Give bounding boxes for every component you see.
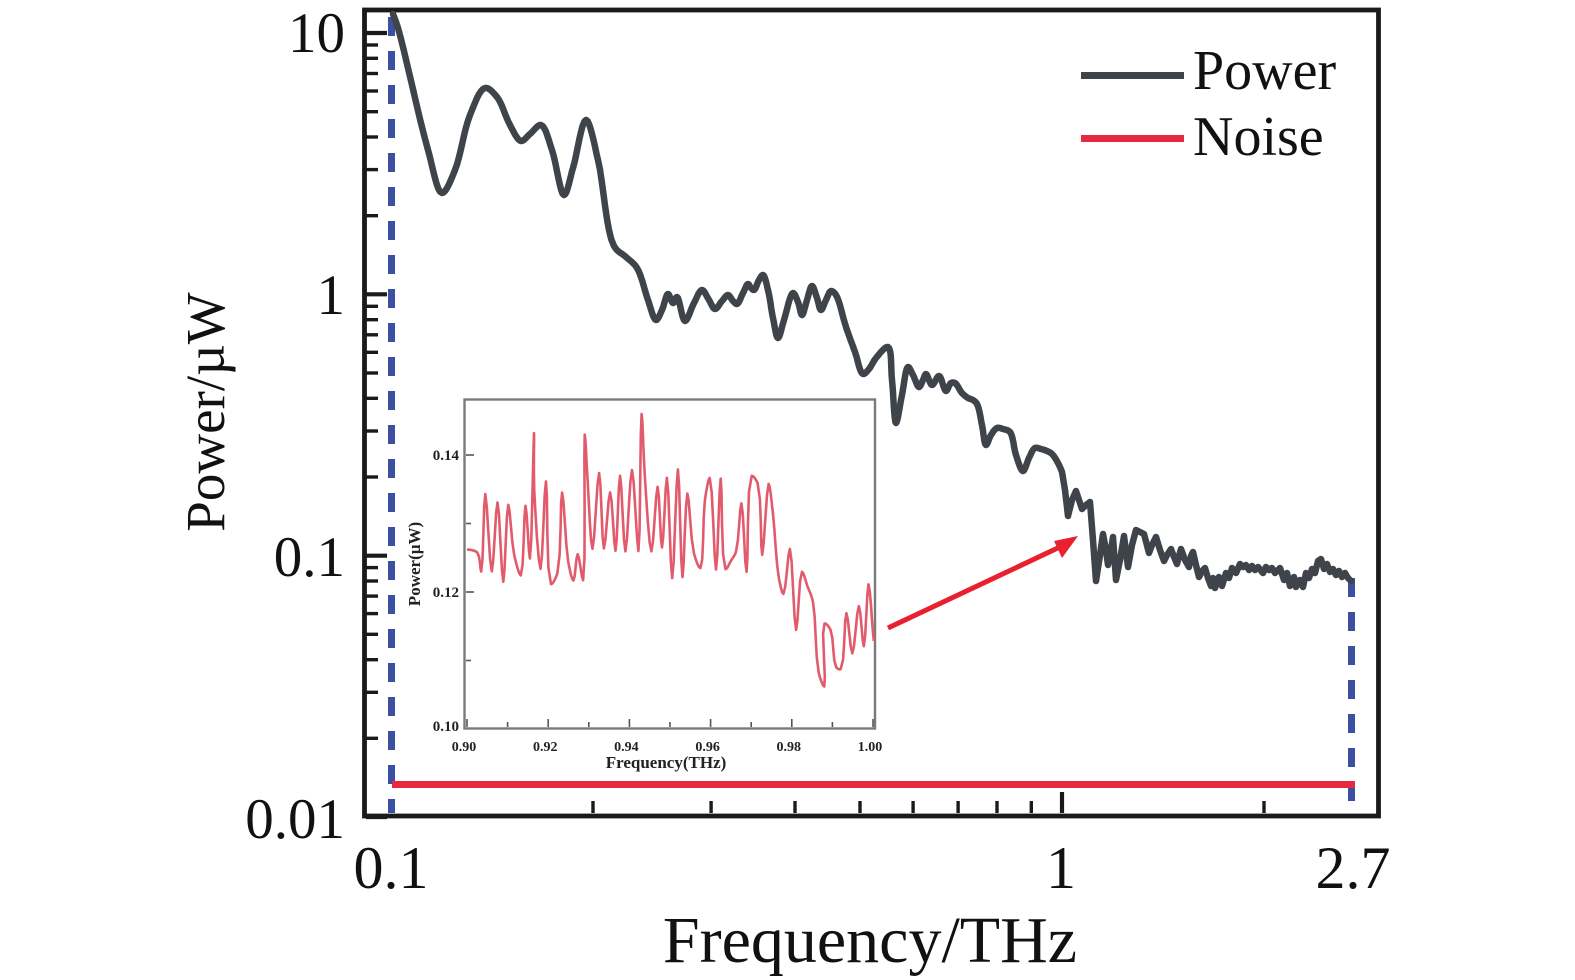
- svg-text:0.98: 0.98: [777, 740, 802, 755]
- svg-text:0.1: 0.1: [354, 835, 429, 901]
- svg-text:0.1: 0.1: [274, 526, 345, 589]
- svg-text:Noise: Noise: [1193, 106, 1324, 168]
- svg-text:Frequency/THz: Frequency/THz: [663, 904, 1077, 977]
- svg-text:10: 10: [288, 2, 345, 65]
- svg-text:1: 1: [1046, 835, 1076, 901]
- svg-text:Power/µW: Power/µW: [175, 292, 236, 532]
- svg-text:2.7: 2.7: [1316, 835, 1391, 901]
- svg-text:Power: Power: [1193, 40, 1336, 102]
- svg-text:0.96: 0.96: [695, 740, 720, 755]
- svg-text:0.01: 0.01: [245, 788, 345, 851]
- svg-text:0.12: 0.12: [433, 585, 459, 601]
- svg-text:1.00: 1.00: [858, 740, 883, 755]
- svg-text:Power(µW): Power(µW): [405, 522, 424, 606]
- svg-text:0.10: 0.10: [433, 719, 459, 735]
- svg-text:0.14: 0.14: [433, 448, 460, 464]
- svg-text:Frequency(THz): Frequency(THz): [606, 753, 727, 772]
- svg-text:0.90: 0.90: [452, 740, 477, 755]
- svg-text:0.94: 0.94: [614, 740, 639, 755]
- svg-text:1: 1: [317, 264, 346, 327]
- svg-text:0.92: 0.92: [533, 740, 558, 755]
